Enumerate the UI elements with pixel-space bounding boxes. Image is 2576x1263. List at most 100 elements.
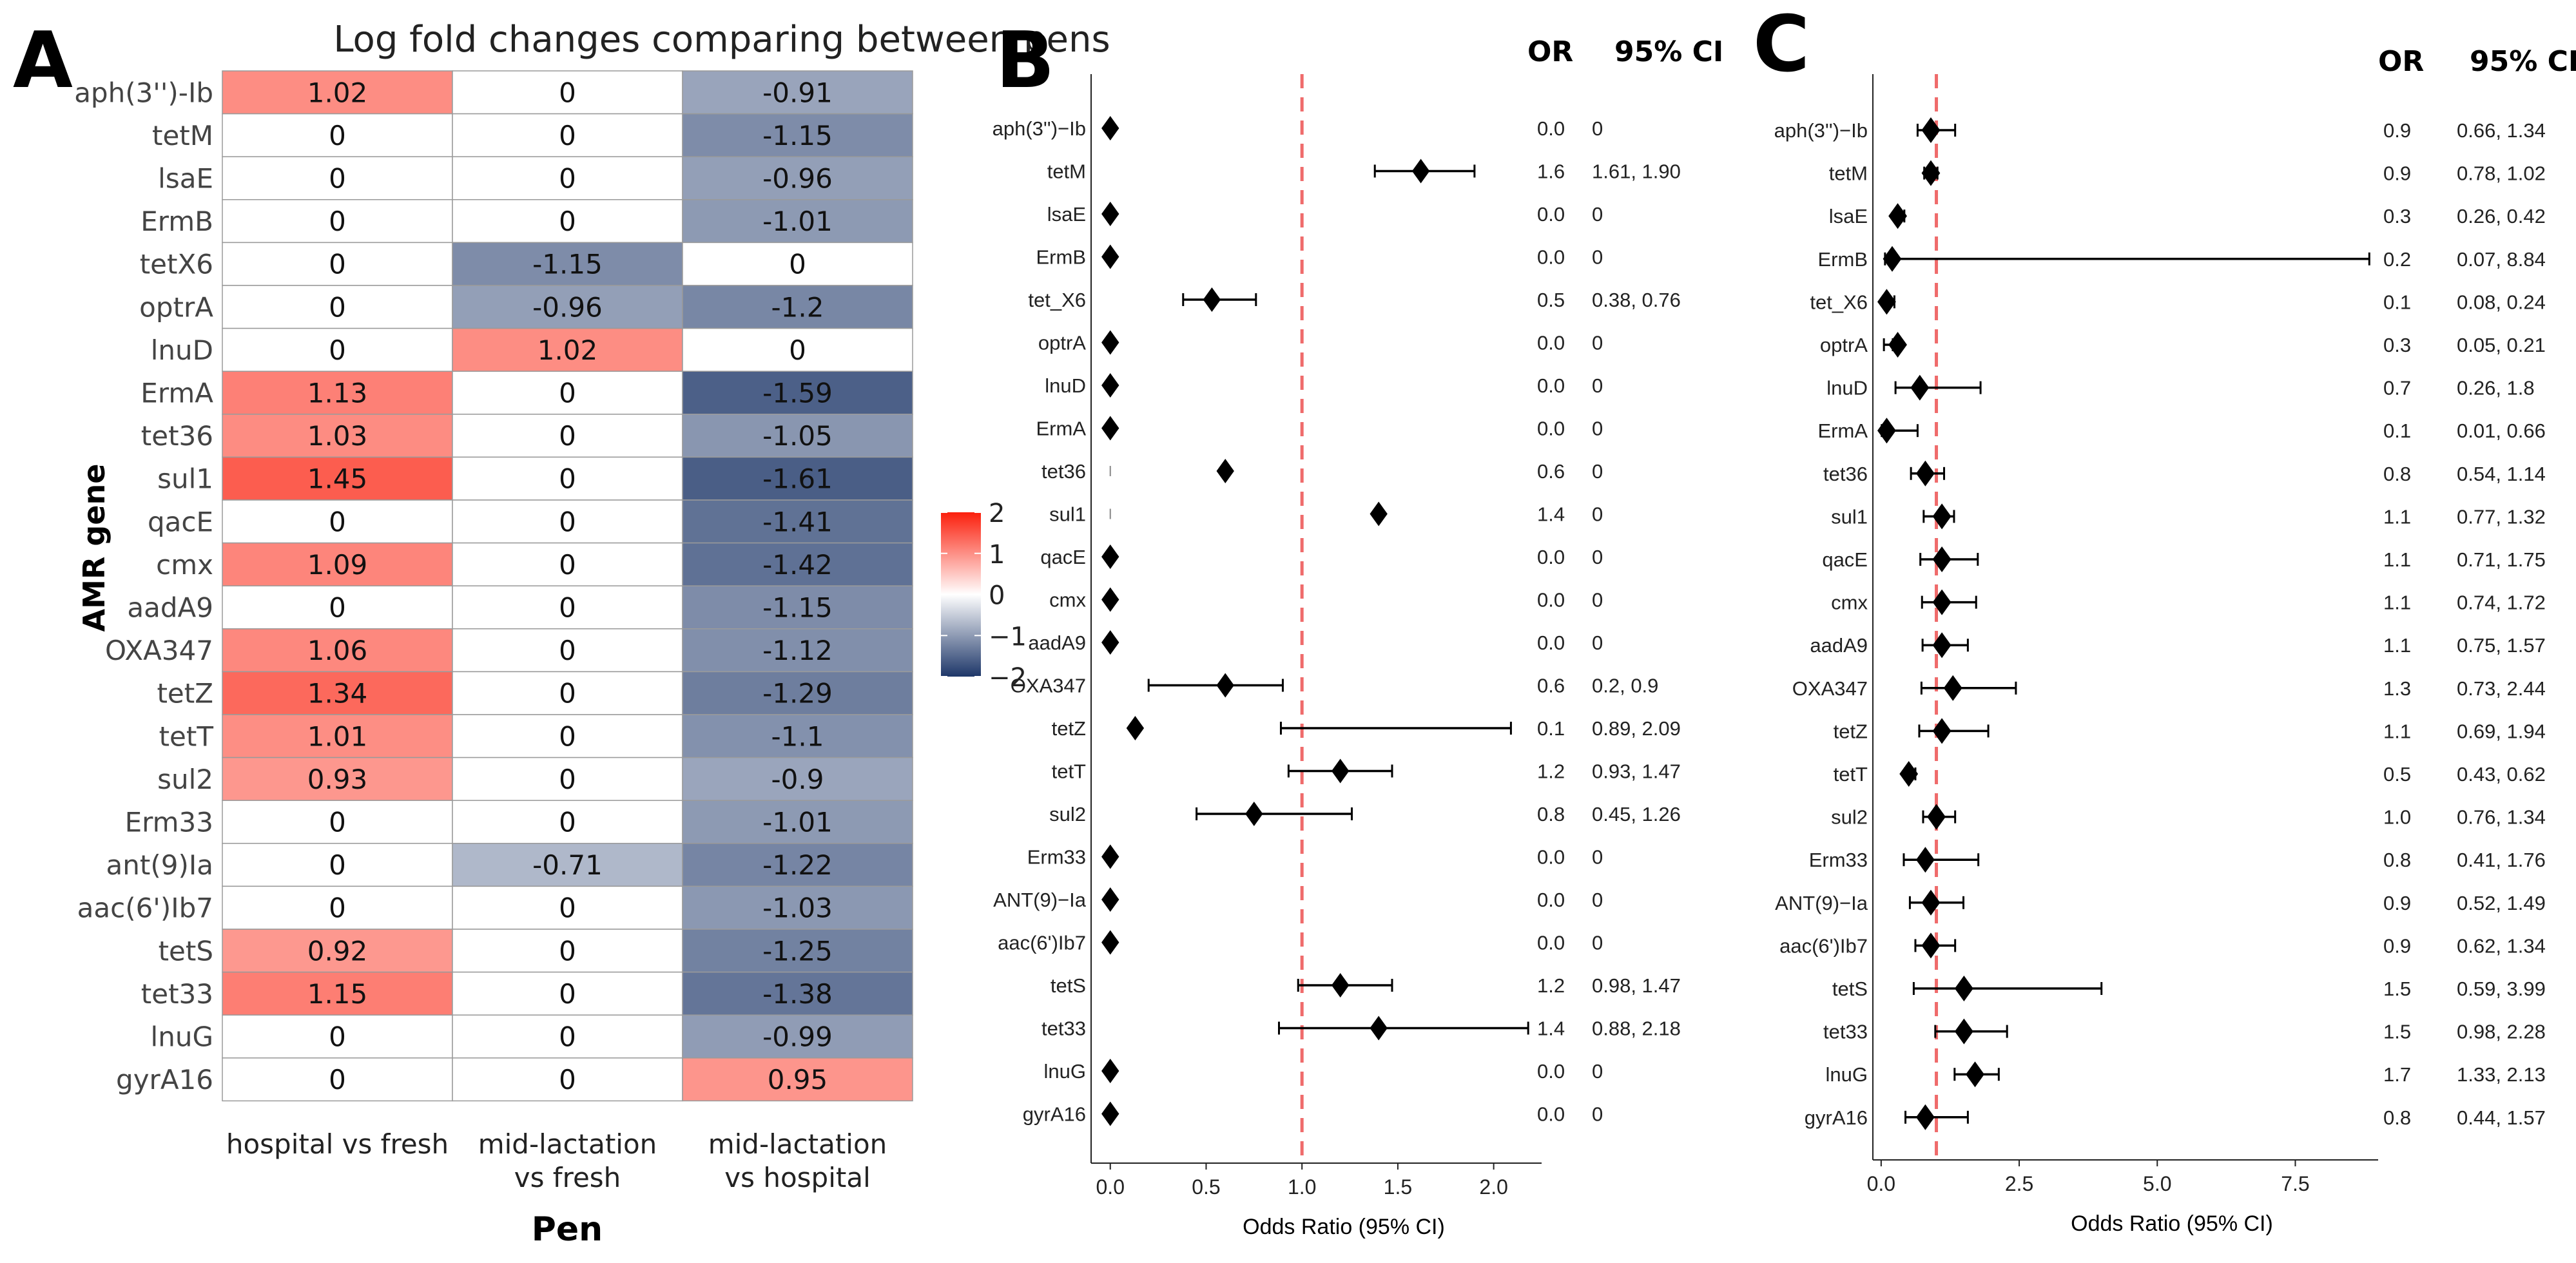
ci-value: 0.78, 1.02: [2457, 162, 2546, 185]
heatmap-cell-value: -0.9: [771, 764, 824, 795]
heatmap-cell-value: -1.2: [771, 291, 824, 323]
heatmap-cell-value: 0: [329, 807, 346, 838]
heatmap-cell: [222, 70, 453, 115]
heatmap-cell: [222, 242, 453, 286]
heatmap-cell: [682, 285, 913, 329]
gene-label: tetM: [1829, 162, 1868, 185]
ci-value: 0.26, 1.8: [2457, 377, 2535, 400]
heatmap-cell: [452, 885, 683, 930]
panel-b-label: B: [996, 16, 1054, 106]
or-value: 0.0: [1537, 1103, 1565, 1126]
gene-label: tet36: [1041, 460, 1086, 483]
ci-value: 0.71, 1.75: [2457, 548, 2546, 571]
odds-ratio-marker: [1126, 716, 1145, 740]
odds-ratio-marker: [1101, 545, 1119, 569]
heatmap-row-label: aac(6')Ib7: [77, 892, 213, 924]
heatmap-cell-value: -1.61: [762, 463, 833, 495]
heatmap-cell-value: 1.01: [307, 720, 368, 752]
or-value: 0.1: [1537, 717, 1565, 740]
heatmap-cell: [452, 585, 683, 630]
heatmap-row-label: lnuD: [151, 334, 213, 366]
colorbar-tick-label: 2: [989, 499, 1005, 528]
or-value: 1.1: [2383, 720, 2411, 742]
heatmap-cell-value: 0: [559, 592, 576, 624]
ci-value: 0: [1592, 203, 1603, 226]
heatmap-row-label: lsaE: [158, 163, 213, 195]
heatmap-cell-value: 0: [559, 892, 576, 924]
ci-value: 0: [1592, 889, 1603, 911]
heatmap-cell: [222, 327, 453, 372]
heatmap-cell: [682, 671, 913, 715]
heatmap-cell: [452, 714, 683, 758]
heatmap-cell-value: -1.03: [762, 892, 833, 924]
odds-ratio-marker: [1370, 1016, 1388, 1041]
or-value: 0.0: [1537, 332, 1565, 354]
heatmap-cell: [222, 1057, 453, 1102]
odds-ratio-marker: [1216, 459, 1234, 483]
ci-value: 0: [1592, 503, 1603, 526]
heatmap-cell-value: 0: [559, 1064, 576, 1095]
odds-ratio-marker: [1915, 1104, 1935, 1130]
heatmap-cell-value: 1.15: [307, 978, 368, 1010]
gene-label: sul1: [1049, 503, 1086, 526]
or-value: 1.4: [1537, 503, 1565, 526]
ci-value: 0.38, 0.76: [1592, 289, 1681, 311]
gene-label: aph(3'')−Ib: [993, 117, 1086, 140]
or-value: 0.0: [1537, 889, 1565, 911]
ci-value: 0.98, 1.47: [1592, 974, 1681, 997]
colorbar-tick-label: 0: [989, 581, 1005, 611]
or-value: 0.0: [1537, 589, 1565, 612]
or-value: 0.1: [2383, 419, 2411, 442]
odds-ratio-marker: [1101, 887, 1119, 912]
heatmap-cell-value: 0: [329, 206, 346, 237]
gene-label: tetT: [1052, 760, 1086, 783]
heatmap-cell-value: 0: [329, 592, 346, 624]
heatmap-cell-value: -1.01: [762, 206, 833, 237]
heatmap-row-label: tetS: [159, 935, 213, 967]
odds-ratio-marker: [1915, 460, 1935, 487]
gene-label: aac(6')Ib7: [1779, 934, 1868, 957]
heatmap-cell-value: 0: [559, 163, 576, 195]
or-value: 0.0: [1537, 246, 1565, 269]
heatmap: aph(3'')-Ib 1.02 0 -0.91 tetM 0 0 -1.15 lsaE 0 0 -0…: [74, 70, 913, 1193]
or-value: 0.8: [2383, 1106, 2411, 1129]
gene-label: ErmA: [1036, 418, 1087, 440]
or-value: 0.0: [1537, 846, 1565, 869]
gene-label: tet_X6: [1028, 289, 1086, 311]
odds-ratio-marker: [1932, 632, 1951, 659]
heatmap-cell: [682, 371, 913, 415]
ci-value: 0.45, 1.26: [1592, 803, 1681, 825]
gene-label: qacE: [1822, 548, 1868, 571]
heatmap-cell-value: 0.95: [768, 1064, 828, 1095]
heatmap-cell-value: 1.13: [307, 378, 368, 409]
ci-value: 0.73, 2.44: [2457, 677, 2546, 700]
heatmap-cell: [222, 113, 453, 157]
heatmap-row-label: tetM: [152, 120, 213, 151]
heatmap-cell-value: -0.96: [532, 291, 603, 323]
panel-b-x-axis-label: Odds Ratio (95% CI): [1243, 1215, 1445, 1239]
ci-value: 0: [1592, 589, 1603, 612]
heatmap-cell: [452, 757, 683, 801]
or-value: 0.1: [2383, 291, 2411, 313]
heatmap-cell: [682, 585, 913, 630]
or-value: 0.8: [1537, 803, 1565, 825]
or-value: 1.1: [2383, 634, 2411, 657]
or-value: 0.0: [1537, 117, 1565, 140]
heatmap-cell: [222, 499, 453, 544]
heatmap-cell: [682, 327, 913, 372]
or-value: 0.0: [1537, 546, 1565, 568]
heatmap-cell-value: 0: [559, 120, 576, 151]
ci-value: 0.98, 2.28: [2457, 1021, 2546, 1043]
heatmap-cell-value: 0: [559, 549, 576, 581]
gene-label: gyrA16: [1805, 1106, 1868, 1129]
heatmap-cell: [452, 113, 683, 157]
ci-value: 0: [1592, 546, 1603, 568]
heatmap-cell-value: 0: [329, 291, 346, 323]
heatmap-column-label: hospital vs fresh: [226, 1128, 449, 1160]
ci-value: 0.2, 0.9: [1592, 675, 1658, 697]
ci-value: 0.08, 0.24: [2457, 291, 2546, 313]
gene-label: tetM: [1047, 160, 1086, 183]
gene-label: OXA347: [1792, 677, 1868, 700]
heatmap-cell: [222, 714, 453, 758]
heatmap-cell-value: 0: [329, 120, 346, 151]
